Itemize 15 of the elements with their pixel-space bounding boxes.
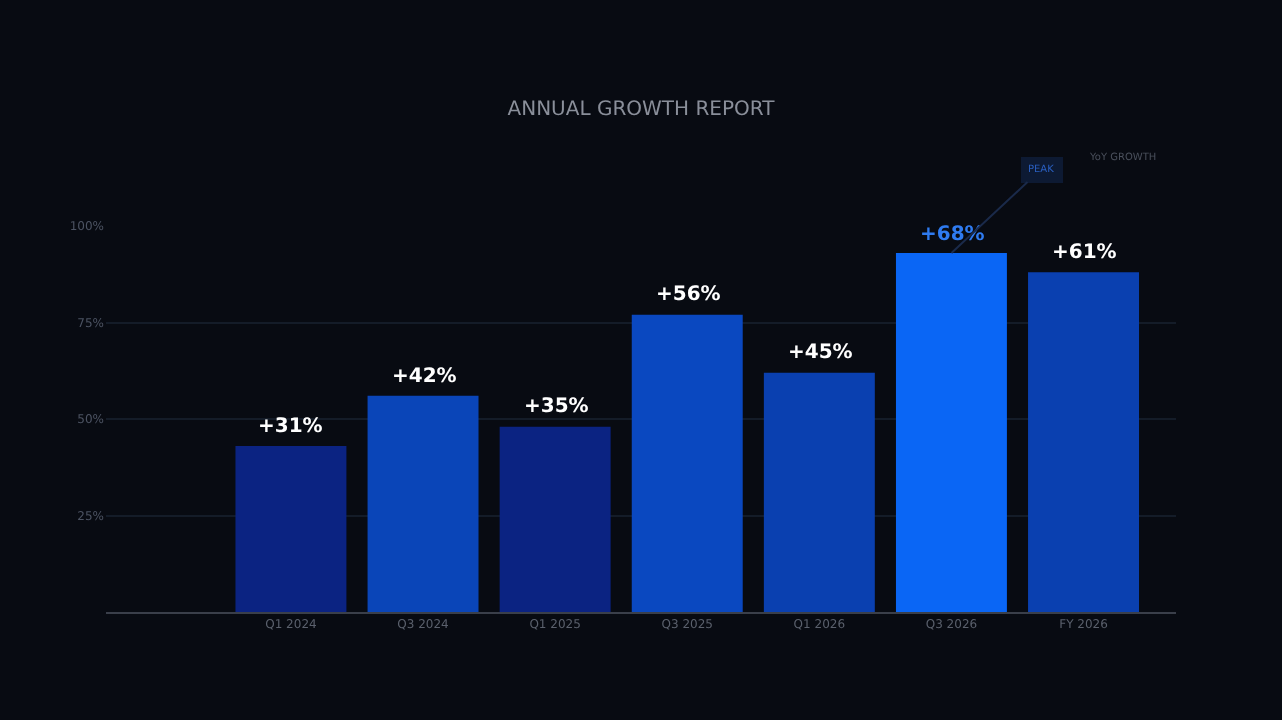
bar	[499, 426, 611, 612]
bar	[235, 446, 347, 612]
annotation: +56%	[656, 284, 721, 306]
chart-title: ANNUAL GROWTH REPORT	[507, 99, 777, 121]
bar	[367, 395, 479, 612]
annotation: +35%	[524, 396, 589, 418]
annotation: +61%	[1052, 242, 1117, 264]
annotation: +42%	[392, 366, 457, 388]
annotation: +31%	[258, 416, 323, 438]
bar	[1028, 272, 1140, 612]
bar	[763, 372, 875, 612]
bar	[631, 314, 743, 612]
bar	[895, 253, 1007, 612]
annotation: +68%	[920, 224, 985, 246]
annotation: +45%	[788, 342, 853, 364]
